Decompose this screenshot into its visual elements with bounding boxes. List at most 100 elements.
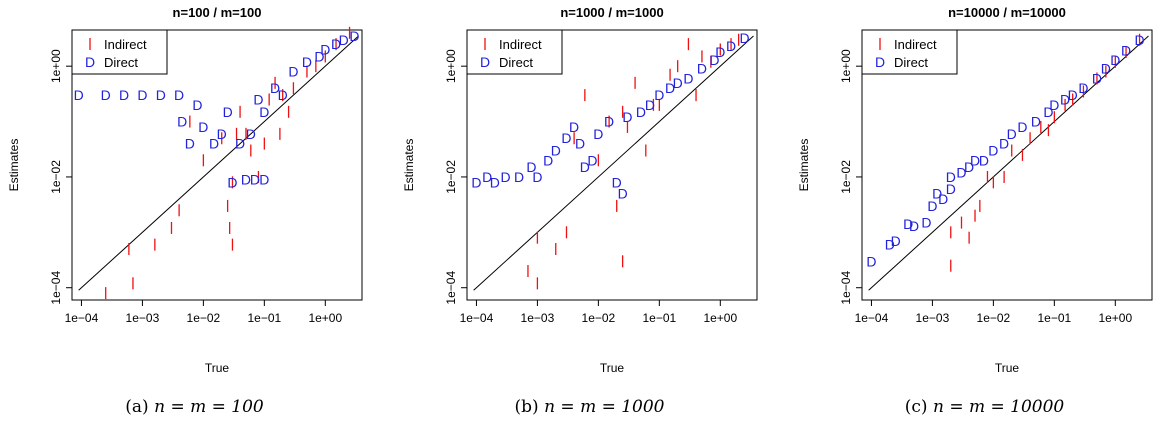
direct-point: D <box>673 75 683 91</box>
x-tick-label: 1e−01 <box>247 311 281 325</box>
direct-point: D <box>1049 97 1059 113</box>
direct-point: D <box>593 126 603 142</box>
direct-point: D <box>739 30 749 46</box>
chart-a: n=100 / m=100 1e−04 1e−03 1e−02 1e−01 1e+00 1e… <box>7 5 363 375</box>
y-axis-label: Estimates <box>797 139 811 192</box>
direct-point: D <box>1101 61 1111 77</box>
direct-point: D <box>697 61 707 77</box>
direct-point: D <box>612 174 622 190</box>
direct-point: D <box>999 136 1009 152</box>
chart-title: n=100 / m=100 <box>173 5 262 20</box>
direct-point: D <box>665 80 675 96</box>
direct-point: D <box>1017 119 1027 135</box>
direct-point: D <box>253 92 263 108</box>
panel-a: n=100 / m=100 1e−04 1e−03 1e−02 1e−01 1e+00 1e… <box>0 0 389 427</box>
direct-point: D <box>979 152 989 168</box>
legend-direct-symbol: D <box>480 54 490 70</box>
reference-line <box>473 35 754 291</box>
direct-point: D <box>622 109 632 125</box>
direct-point: D <box>185 136 195 152</box>
direct-point: D <box>636 104 646 120</box>
legend-label: Direct <box>499 55 533 70</box>
caption-c-prefix: (c) <box>904 397 933 417</box>
x-tick-label: 1e−03 <box>126 311 160 325</box>
direct-point: D <box>339 32 349 48</box>
direct-point: D <box>526 159 536 175</box>
legend-label: Indirect <box>104 37 147 52</box>
direct-point: D <box>198 119 208 135</box>
y-tick-label: 1e−04 <box>49 271 63 305</box>
direct-point: D <box>250 171 260 187</box>
direct-point: D <box>137 87 147 103</box>
direct-point: D <box>569 119 579 135</box>
x-tick-label: 1e−03 <box>916 311 950 325</box>
direct-point: D <box>227 174 237 190</box>
direct-point: D <box>709 52 719 68</box>
direct-point: D <box>543 152 553 168</box>
direct-point: D <box>1031 114 1041 130</box>
direct-point: D <box>604 114 614 130</box>
direct-point: D <box>177 114 187 130</box>
direct-point: D <box>715 44 725 60</box>
direct-point: D <box>921 215 931 231</box>
direct-point: D <box>885 237 895 253</box>
x-tick-label: 1e−02 <box>977 311 1011 325</box>
direct-point: D <box>500 169 510 185</box>
direct-point: D <box>259 171 269 187</box>
direct-point: D <box>988 143 998 159</box>
direct-point: D <box>956 165 966 181</box>
direct-point: D <box>482 169 492 185</box>
direct-point: D <box>575 136 585 152</box>
caption-b-expr: n = m = 1000 <box>544 397 665 417</box>
legend-label: Indirect <box>499 37 542 52</box>
direct-point: D <box>156 87 166 103</box>
direct-point: D <box>174 87 184 103</box>
y-tick-label: 1e+00 <box>839 49 853 83</box>
caption-a-prefix: (a) <box>125 397 155 417</box>
direct-point: D <box>235 136 245 152</box>
plot-frame <box>466 29 758 301</box>
direct-point: D <box>866 253 876 269</box>
direct-point: D <box>580 159 590 175</box>
panel-b: n=1000 / m=1000 1e−04 1e−03 1e−02 1e−01 1e+00… <box>395 0 784 427</box>
direct-point: D <box>532 169 542 185</box>
direct-point: D <box>270 80 280 96</box>
direct-point: D <box>909 218 919 234</box>
direct-point: D <box>946 181 956 197</box>
direct-point: D <box>654 87 664 103</box>
caption-b-prefix: (b) <box>514 397 545 417</box>
direct-point: D <box>946 169 956 185</box>
direct-point: D <box>1007 126 1017 142</box>
direct-point: D <box>514 169 524 185</box>
y-axis-label: Estimates <box>402 139 416 192</box>
direct-point: D <box>331 36 341 52</box>
legend-box <box>861 29 958 75</box>
direct-point: D <box>209 136 219 152</box>
y-tick-label: 1e−04 <box>839 271 853 305</box>
chart-title: n=1000 / m=1000 <box>560 5 663 20</box>
direct-point: D <box>1078 80 1088 96</box>
x-axis-label: True <box>600 361 625 375</box>
y-tick-label: 1e−04 <box>444 271 458 305</box>
x-tick-label: 1e−02 <box>187 311 221 325</box>
x-tick-label: 1e−01 <box>1037 311 1071 325</box>
legend-label: Indirect <box>894 37 937 52</box>
caption-c: (c) n = m = 10000 <box>790 397 1167 417</box>
caption-a-expr: n = m = 100 <box>154 397 264 417</box>
legend-direct-symbol: D <box>875 54 885 70</box>
direct-point: D <box>1092 70 1102 86</box>
x-tick-label: 1e−01 <box>642 311 676 325</box>
y-tick-label: 1e+00 <box>49 49 63 83</box>
direct-point: D <box>964 159 974 175</box>
direct-point: D <box>938 191 948 207</box>
plot-frame <box>71 29 363 301</box>
x-axis-label: True <box>995 361 1020 375</box>
x-tick-label: 1e−02 <box>582 311 616 325</box>
y-tick-label: 1e+00 <box>444 49 458 83</box>
direct-point: D <box>490 174 500 190</box>
legend-box <box>71 29 168 75</box>
x-tick-label: 1e+00 <box>1098 311 1132 325</box>
legend-direct-symbol: D <box>85 54 95 70</box>
direct-point: D <box>932 186 942 202</box>
direct-point: D <box>314 48 324 64</box>
